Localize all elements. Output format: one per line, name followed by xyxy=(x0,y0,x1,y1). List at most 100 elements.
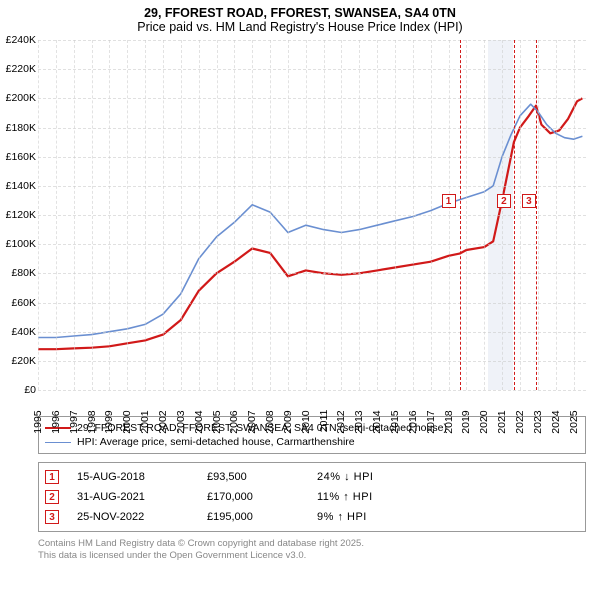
x-tick-label: 1995 xyxy=(32,410,44,433)
x-tick-label: 1996 xyxy=(50,410,62,433)
table-date: 31-AUG-2021 xyxy=(77,491,207,503)
marker-label: 3 xyxy=(522,194,536,208)
y-tick-label: £0 xyxy=(2,384,36,396)
table-direction: 9% ↑ HPI xyxy=(317,511,367,523)
grid-line-v xyxy=(109,40,110,390)
series-line xyxy=(38,98,582,349)
grid-line-h xyxy=(38,244,586,245)
x-tick-label: 2025 xyxy=(568,410,580,433)
grid-line-v xyxy=(234,40,235,390)
chart-area: £0£20K£40K£60K£80K£100K£120K£140K£160K£1… xyxy=(38,40,586,410)
grid-line-v xyxy=(502,40,503,390)
grid-line-v xyxy=(413,40,414,390)
price-table: 115-AUG-2018£93,50024% ↓ HPI 2 31-AUG-2021… xyxy=(38,462,586,532)
x-tick-label: 2021 xyxy=(496,410,508,433)
x-tick-label: 2013 xyxy=(353,410,365,433)
x-tick-label: 2016 xyxy=(407,410,419,433)
x-tick-label: 1999 xyxy=(103,410,115,433)
grid-line-h xyxy=(38,361,586,362)
x-tick-label: 2011 xyxy=(318,410,330,433)
x-tick-label: 2018 xyxy=(443,410,455,433)
marker-line xyxy=(460,40,461,390)
x-tick-label: 2014 xyxy=(371,410,383,433)
table-marker: 2 xyxy=(45,490,59,504)
x-tick-label: 2010 xyxy=(300,410,312,433)
grid-line-v xyxy=(199,40,200,390)
table-marker: 1 xyxy=(45,470,59,484)
title-line-1: 29, FFOREST ROAD, FFOREST, SWANSEA, SA4 … xyxy=(0,6,600,20)
grid-line-v xyxy=(359,40,360,390)
grid-line-v xyxy=(556,40,557,390)
plot-region: £0£20K£40K£60K£80K£100K£120K£140K£160K£1… xyxy=(38,40,586,390)
marker-label: 2 xyxy=(497,194,511,208)
x-tick-label: 2015 xyxy=(389,410,401,433)
grid-line-h xyxy=(38,157,586,158)
x-tick-label: 2022 xyxy=(514,410,526,433)
table-marker: 3 xyxy=(45,510,59,524)
y-tick-label: £60K xyxy=(2,297,36,309)
chart-title: 29, FFOREST ROAD, FFOREST, SWANSEA, SA4 … xyxy=(0,0,600,36)
x-tick-label: 2007 xyxy=(246,410,258,433)
disclaimer: Contains HM Land Registry data © Crown c… xyxy=(38,538,586,568)
table-row: 115-AUG-2018£93,50024% ↓ HPI xyxy=(45,467,579,487)
marker-label: 1 xyxy=(442,194,456,208)
y-tick-label: £240K xyxy=(2,34,36,46)
grid-line-v xyxy=(395,40,396,390)
x-tick-label: 2024 xyxy=(550,410,562,433)
table-direction: 11% ↑ HPI xyxy=(317,491,373,503)
chart-container: 29, FFOREST ROAD, FFOREST, SWANSEA, SA4 … xyxy=(0,0,600,568)
grid-line-v xyxy=(341,40,342,390)
grid-line-v xyxy=(74,40,75,390)
grid-line-v xyxy=(56,40,57,390)
grid-line-h xyxy=(38,69,586,70)
marker-line xyxy=(514,40,515,390)
y-tick-label: £100K xyxy=(2,238,36,250)
grid-line-v xyxy=(520,40,521,390)
table-direction: 24% ↓ HPI xyxy=(317,471,373,483)
x-tick-label: 2019 xyxy=(460,410,472,433)
x-tick-label: 2008 xyxy=(264,410,276,433)
grid-line-v xyxy=(484,40,485,390)
grid-line-v xyxy=(92,40,93,390)
y-tick-label: £20K xyxy=(2,355,36,367)
grid-line-v xyxy=(38,40,39,390)
table-row: 325-NOV-2022£195,0009% ↑ HPI xyxy=(45,507,579,527)
y-tick-label: £40K xyxy=(2,326,36,338)
grid-line-h xyxy=(38,273,586,274)
grid-line-h xyxy=(38,303,586,304)
grid-line-v xyxy=(252,40,253,390)
grid-line-h xyxy=(38,40,586,41)
x-tick-label: 2020 xyxy=(478,410,490,433)
y-tick-label: £120K xyxy=(2,209,36,221)
grid-line-h xyxy=(38,215,586,216)
grid-line-h xyxy=(38,186,586,187)
y-tick-label: £180K xyxy=(2,122,36,134)
legend-swatch xyxy=(45,442,71,443)
grid-line-v xyxy=(449,40,450,390)
grid-line-v xyxy=(127,40,128,390)
title-line-2: Price paid vs. HM Land Registry's House … xyxy=(0,20,600,34)
disclaimer-line-2: This data is licensed under the Open Gov… xyxy=(38,550,586,562)
x-tick-label: 2000 xyxy=(121,410,133,433)
table-price: £93,500 xyxy=(207,471,317,483)
x-tick-label: 2017 xyxy=(425,410,437,433)
x-tick-label: 2012 xyxy=(335,410,347,433)
y-tick-label: £200K xyxy=(2,92,36,104)
x-tick-label: 2003 xyxy=(175,410,187,433)
grid-line-v xyxy=(306,40,307,390)
table-price: £170,000 xyxy=(207,491,317,503)
grid-line-v xyxy=(270,40,271,390)
grid-line-v xyxy=(466,40,467,390)
x-tick-label: 2001 xyxy=(139,410,151,433)
grid-line-h xyxy=(38,332,586,333)
y-tick-label: £220K xyxy=(2,63,36,75)
table-date: 25-NOV-2022 xyxy=(77,511,207,523)
grid-line-v xyxy=(163,40,164,390)
x-tick-label: 2009 xyxy=(282,410,294,433)
x-tick-label: 2004 xyxy=(193,410,205,433)
x-tick-label: 2002 xyxy=(157,410,169,433)
grid-line-v xyxy=(324,40,325,390)
y-tick-label: £80K xyxy=(2,267,36,279)
grid-line-v xyxy=(217,40,218,390)
grid-line-h xyxy=(38,98,586,99)
